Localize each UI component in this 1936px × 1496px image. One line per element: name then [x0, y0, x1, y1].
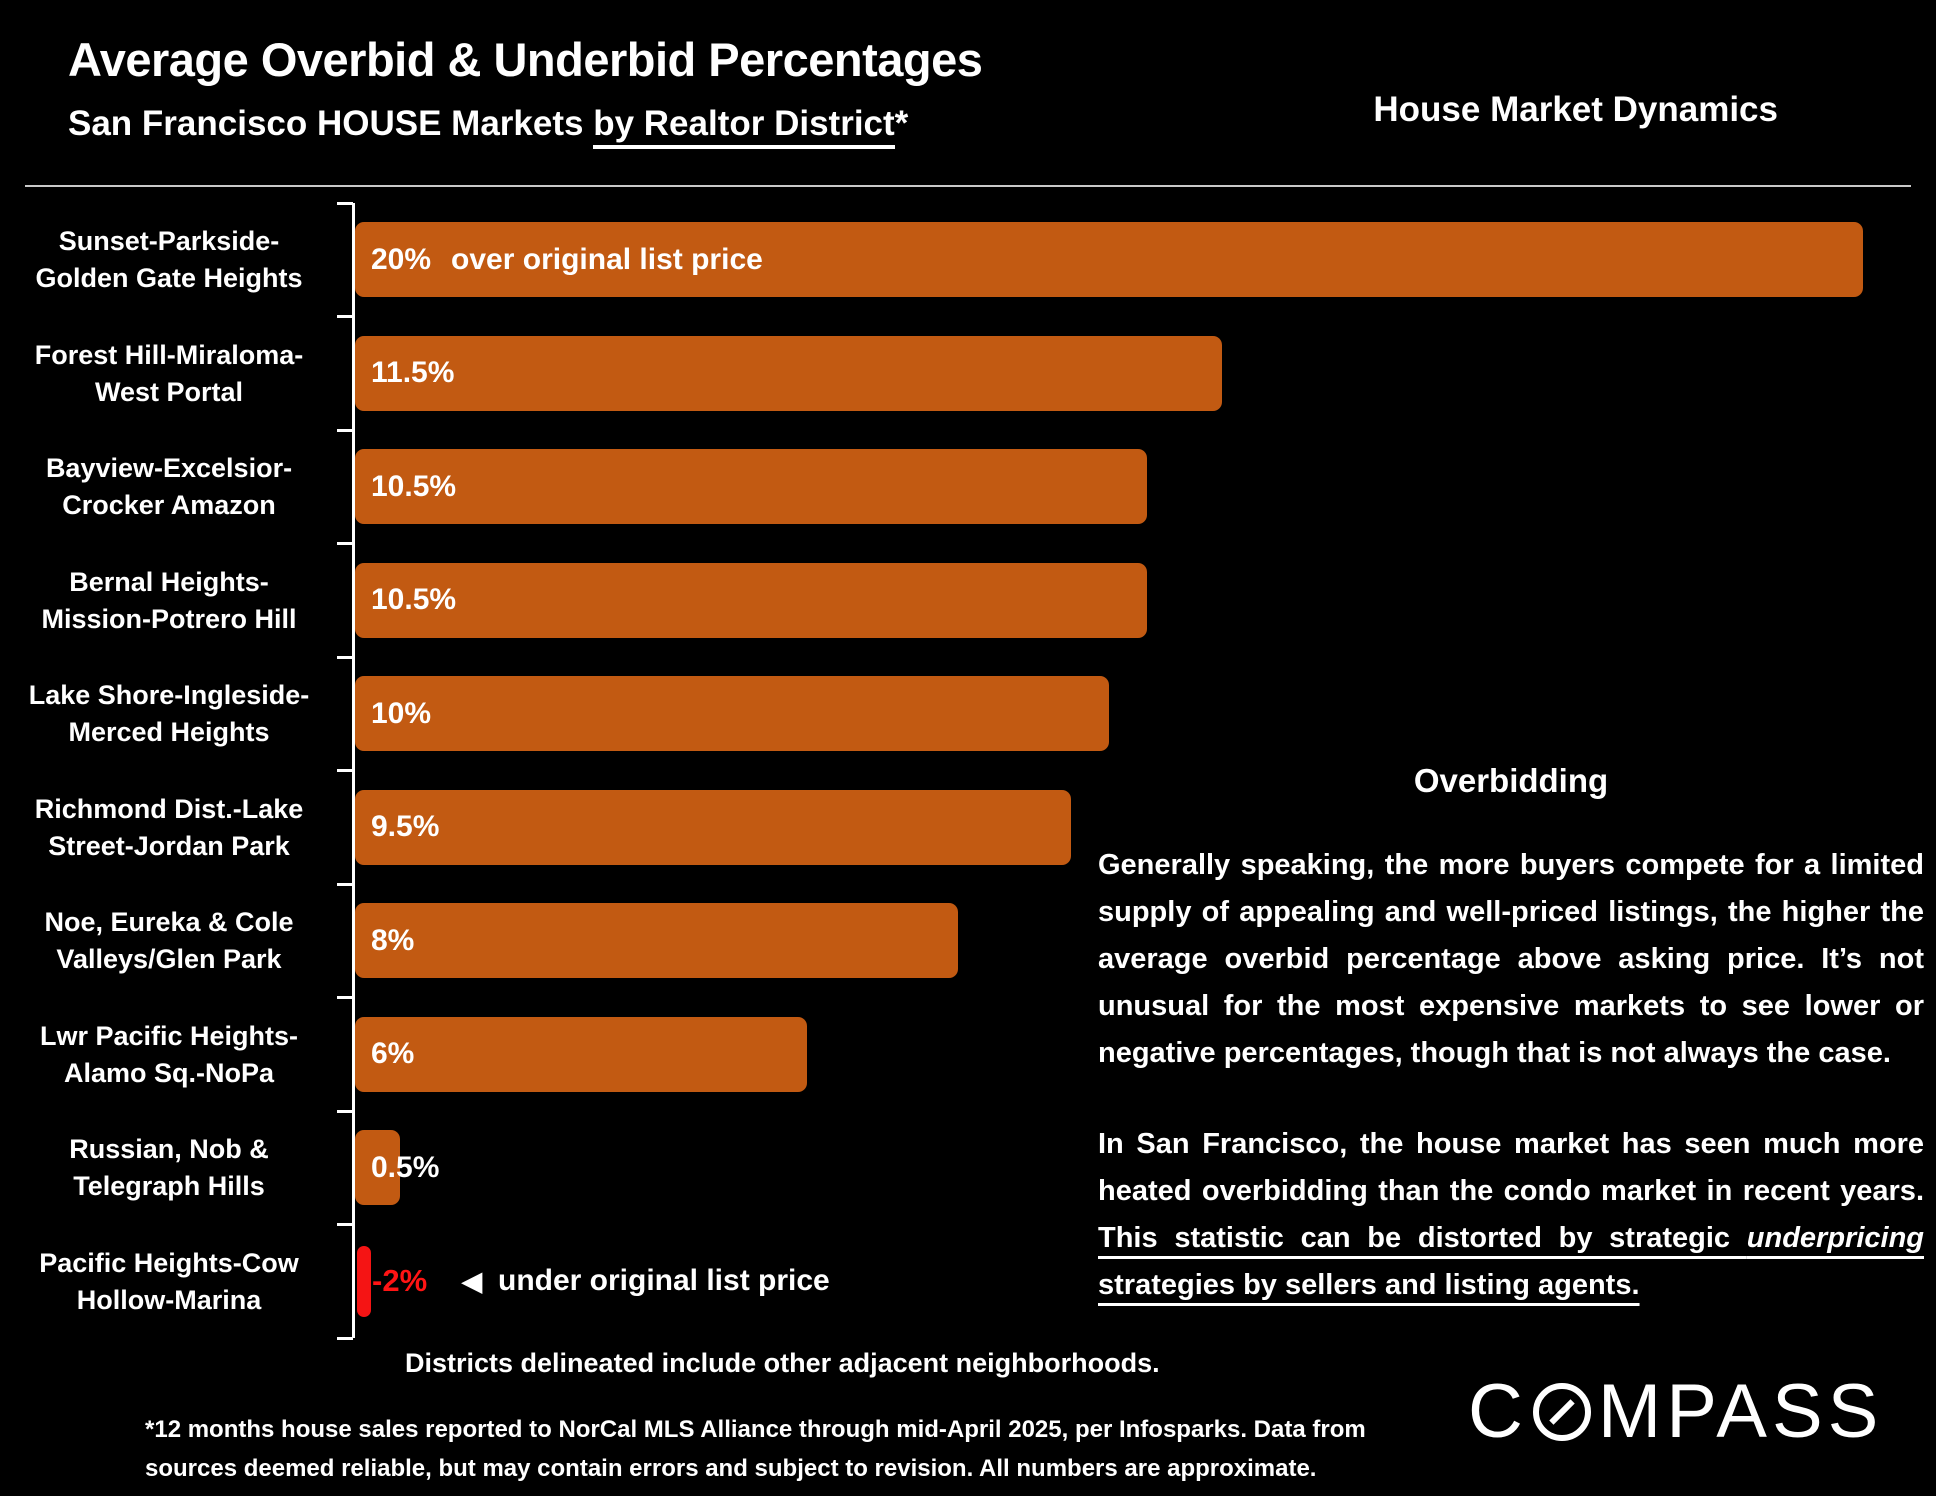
overbidding-panel: Overbidding Generally speaking, the more…	[1098, 762, 1924, 1353]
category-label-line: Crocker Amazon	[62, 490, 276, 520]
category-label-line: Telegraph Hills	[73, 1171, 265, 1201]
category-label-line: West Portal	[94, 376, 244, 407]
bar: 10%	[355, 676, 1109, 751]
source-footnote: *12 months house sales reported to NorCa…	[145, 1410, 1366, 1488]
category-label: Forest Hill-Miraloma- West Portal	[0, 317, 338, 431]
axis-tick	[337, 1223, 353, 1226]
axis-tick	[337, 542, 353, 545]
negative-bar-value-label: -2%	[372, 1263, 428, 1298]
logo-letters: MPASS	[1597, 1369, 1884, 1454]
logo-letter: C	[1468, 1369, 1528, 1454]
over-list-price-annotation: over original list price	[451, 242, 763, 276]
underpricing-italic: underpricing	[1746, 1222, 1924, 1254]
axis-tick	[337, 655, 353, 659]
axis-tick	[337, 1336, 353, 1340]
category-label-line: Bayview-Excelsior-	[45, 453, 293, 483]
bar-value-label: 10.5%	[371, 469, 457, 503]
axis-tick	[337, 428, 353, 432]
header-divider	[25, 185, 1911, 187]
category-label-line: Lake Shore-Ingleside-	[28, 680, 310, 710]
category-label-line: Forest Hill-Miraloma-	[34, 339, 304, 370]
category-label: Bayview-Excelsior- Crocker Amazon	[0, 430, 338, 544]
chart-subtitle-asterisk: *	[894, 104, 909, 143]
bar: 10.5%	[355, 449, 1147, 524]
bar-value-label: 20%	[371, 242, 432, 276]
compass-logo: C MPASS	[1468, 1374, 1883, 1450]
bar-value-label: 9.5%	[371, 810, 440, 843]
corner-title: House Market Dynamics	[1373, 90, 1778, 129]
category-label: Pacific Heights-Cow Hollow-Marina	[0, 1225, 338, 1339]
bar: 11.5%	[355, 335, 1222, 411]
bar: 10.5%	[355, 562, 1147, 638]
bar: 8%	[355, 903, 958, 978]
category-label-line: Richmond Dist.-Lake	[34, 793, 304, 824]
bar-value-label: 6%	[371, 1037, 415, 1070]
category-label: Sunset-Parkside- Golden Gate Heights	[0, 203, 338, 317]
axis-tick	[337, 1109, 353, 1113]
bar: 6%	[355, 1016, 807, 1092]
districts-note: Districts delineated include other adjac…	[405, 1348, 1160, 1378]
compass-needle-icon	[1549, 1399, 1575, 1425]
category-label: Noe, Eureka & Cole Valleys/Glen Park	[0, 884, 338, 998]
bar-value-label: 8%	[371, 923, 415, 957]
category-label: Bernal Heights- Mission-Potrero Hill	[0, 544, 338, 658]
category-label: Richmond Dist.-Lake Street-Jordan Park	[0, 771, 338, 885]
overbidding-heading: Overbidding	[1413, 762, 1609, 799]
left-arrow-icon: ◀	[462, 1266, 482, 1296]
bar: 20% over original list price	[355, 222, 1863, 297]
chart-subtitle-prefix: San Francisco HOUSE Markets	[68, 104, 594, 143]
category-label-line: Sunset-Parkside-	[58, 226, 280, 256]
compass-dial-icon	[1532, 1383, 1591, 1441]
axis-tick	[337, 769, 353, 772]
bar-value-label: 10.5%	[371, 583, 457, 616]
source-footnote-line1: *12 months house sales reported to NorCa…	[145, 1416, 1366, 1443]
bar-value-label: 11.5%	[371, 356, 455, 389]
category-label-line: Street-Jordan Park	[48, 830, 290, 861]
category-label-line: Valleys/Glen Park	[56, 944, 282, 974]
chart-title: Average Overbid & Underbid Percentages	[68, 33, 983, 86]
category-label: Lake Shore-Ingleside- Merced Heights	[0, 657, 338, 771]
chart-subtitle-underlined: by Realtor District	[593, 104, 895, 149]
under-list-price-text: under original list price	[498, 1264, 830, 1297]
category-label-line: Lwr Pacific Heights-	[39, 1020, 299, 1051]
category-label-line: Russian, Nob &	[69, 1134, 269, 1164]
paragraph2-underlined-text: This statistic can be distorted by strat…	[1098, 1222, 1924, 1301]
negative-bar	[357, 1245, 371, 1317]
axis-tick	[337, 996, 353, 999]
axis-tick	[337, 315, 353, 318]
chart-subtitle: San Francisco HOUSE Markets by Realtor D…	[68, 104, 909, 149]
category-label-line: Noe, Eureka & Cole	[44, 907, 294, 937]
overbidding-paragraph-2: In San Francisco, the house market has s…	[1098, 1121, 1924, 1309]
paragraph2-normal-text: In San Francisco, the house market has s…	[1098, 1128, 1924, 1207]
overbidding-paragraph-1: Generally speaking, the more buyers comp…	[1098, 849, 1924, 1069]
category-label-line: Merced Heights	[68, 717, 270, 747]
category-label-line: Pacific Heights-Cow	[39, 1247, 299, 1278]
under-list-price-annotation: ◀ under original list price	[462, 1244, 830, 1319]
bar-value-label: 10%	[371, 696, 432, 730]
bar: 0.5%	[355, 1130, 439, 1205]
category-label-line: Hollow-Marina	[76, 1284, 262, 1315]
axis-tick	[337, 201, 353, 205]
category-label-line: Mission-Potrero Hill	[41, 603, 297, 634]
category-label: Lwr Pacific Heights- Alamo Sq.-NoPa	[0, 998, 338, 1112]
source-footnote-line2: sources deemed reliable, but may contain…	[145, 1455, 1317, 1482]
category-label-line: Bernal Heights-	[69, 566, 269, 597]
bar: 9.5%	[355, 789, 1071, 865]
axis-tick	[337, 882, 353, 886]
category-label: Russian, Nob & Telegraph Hills	[0, 1111, 338, 1225]
bar-value-label: 0.5%	[371, 1150, 440, 1184]
y-axis-line	[352, 203, 355, 1338]
category-label-line: Golden Gate Heights	[35, 263, 303, 293]
category-label-line: Alamo Sq.-NoPa	[63, 1057, 275, 1088]
